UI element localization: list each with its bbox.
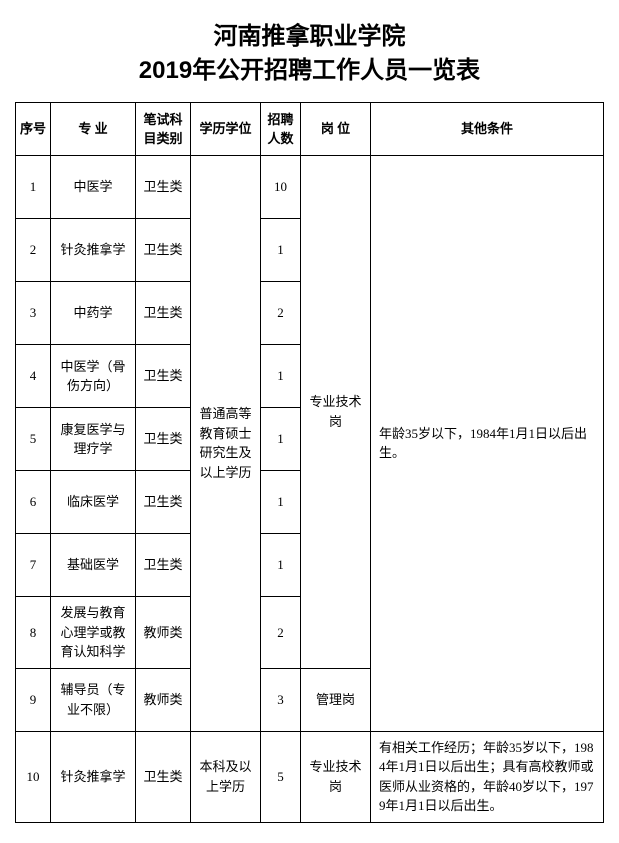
cell-exam: 卫生类: [136, 219, 191, 282]
cell-idx: 7: [16, 534, 51, 597]
title-line-2: 2019年公开招聘工作人员一览表: [139, 57, 480, 84]
cell-major: 针灸推拿学: [51, 219, 136, 282]
header-edu: 学历学位: [191, 103, 261, 156]
document-title: 河南推拿职业学院 2019年公开招聘工作人员一览表: [15, 20, 604, 87]
cell-idx: 6: [16, 471, 51, 534]
cell-exam: 卫生类: [136, 156, 191, 219]
cell-idx: 8: [16, 597, 51, 669]
cell-major: 辅导员（专业不限）: [51, 668, 136, 731]
cell-exam: 卫生类: [136, 731, 191, 822]
cell-num: 1: [261, 219, 301, 282]
cell-num: 3: [261, 668, 301, 731]
table-row: 1 中医学 卫生类 普通高等教育硕士研究生及以上学历 10 专业技术岗 年龄35…: [16, 156, 604, 219]
cell-num: 10: [261, 156, 301, 219]
cell-num: 5: [261, 731, 301, 822]
cell-major: 中医学（骨伤方向）: [51, 345, 136, 408]
cell-num: 1: [261, 471, 301, 534]
table-header-row: 序号 专 业 笔试科目类别 学历学位 招聘人数 岗 位 其他条件: [16, 103, 604, 156]
cell-other-merged: 年龄35岁以下，1984年1月1日以后出生。: [371, 156, 604, 732]
cell-major: 针灸推拿学: [51, 731, 136, 822]
cell-num: 2: [261, 597, 301, 669]
cell-num: 2: [261, 282, 301, 345]
cell-edu: 本科及以上学历: [191, 731, 261, 822]
cell-exam: 教师类: [136, 597, 191, 669]
cell-exam: 卫生类: [136, 282, 191, 345]
cell-idx: 2: [16, 219, 51, 282]
header-num: 招聘人数: [261, 103, 301, 156]
cell-post-merged: 专业技术岗: [301, 156, 371, 669]
cell-idx: 1: [16, 156, 51, 219]
cell-num: 1: [261, 534, 301, 597]
cell-exam: 卫生类: [136, 408, 191, 471]
cell-num: 1: [261, 408, 301, 471]
header-exam: 笔试科目类别: [136, 103, 191, 156]
cell-other: 有相关工作经历；年龄35岁以下，1984年1月1日以后出生；具有高校教师或医师从…: [371, 731, 604, 822]
header-idx: 序号: [16, 103, 51, 156]
cell-idx: 4: [16, 345, 51, 408]
cell-major: 基础医学: [51, 534, 136, 597]
cell-major: 中医学: [51, 156, 136, 219]
cell-post: 专业技术岗: [301, 731, 371, 822]
header-post: 岗 位: [301, 103, 371, 156]
cell-num: 1: [261, 345, 301, 408]
recruitment-table: 序号 专 业 笔试科目类别 学历学位 招聘人数 岗 位 其他条件 1 中医学 卫…: [15, 102, 604, 823]
cell-idx: 9: [16, 668, 51, 731]
table-row: 10 针灸推拿学 卫生类 本科及以上学历 5 专业技术岗 有相关工作经历；年龄3…: [16, 731, 604, 822]
cell-idx: 10: [16, 731, 51, 822]
cell-major: 发展与教育心理学或教育认知科学: [51, 597, 136, 669]
cell-major: 临床医学: [51, 471, 136, 534]
cell-exam: 卫生类: [136, 471, 191, 534]
cell-exam: 卫生类: [136, 534, 191, 597]
cell-exam: 教师类: [136, 668, 191, 731]
cell-major: 中药学: [51, 282, 136, 345]
cell-exam: 卫生类: [136, 345, 191, 408]
cell-major: 康复医学与理疗学: [51, 408, 136, 471]
header-major: 专 业: [51, 103, 136, 156]
cell-idx: 5: [16, 408, 51, 471]
header-other: 其他条件: [371, 103, 604, 156]
cell-post: 管理岗: [301, 668, 371, 731]
title-line-1: 河南推拿职业学院: [214, 23, 406, 50]
cell-idx: 3: [16, 282, 51, 345]
cell-edu-merged: 普通高等教育硕士研究生及以上学历: [191, 156, 261, 732]
